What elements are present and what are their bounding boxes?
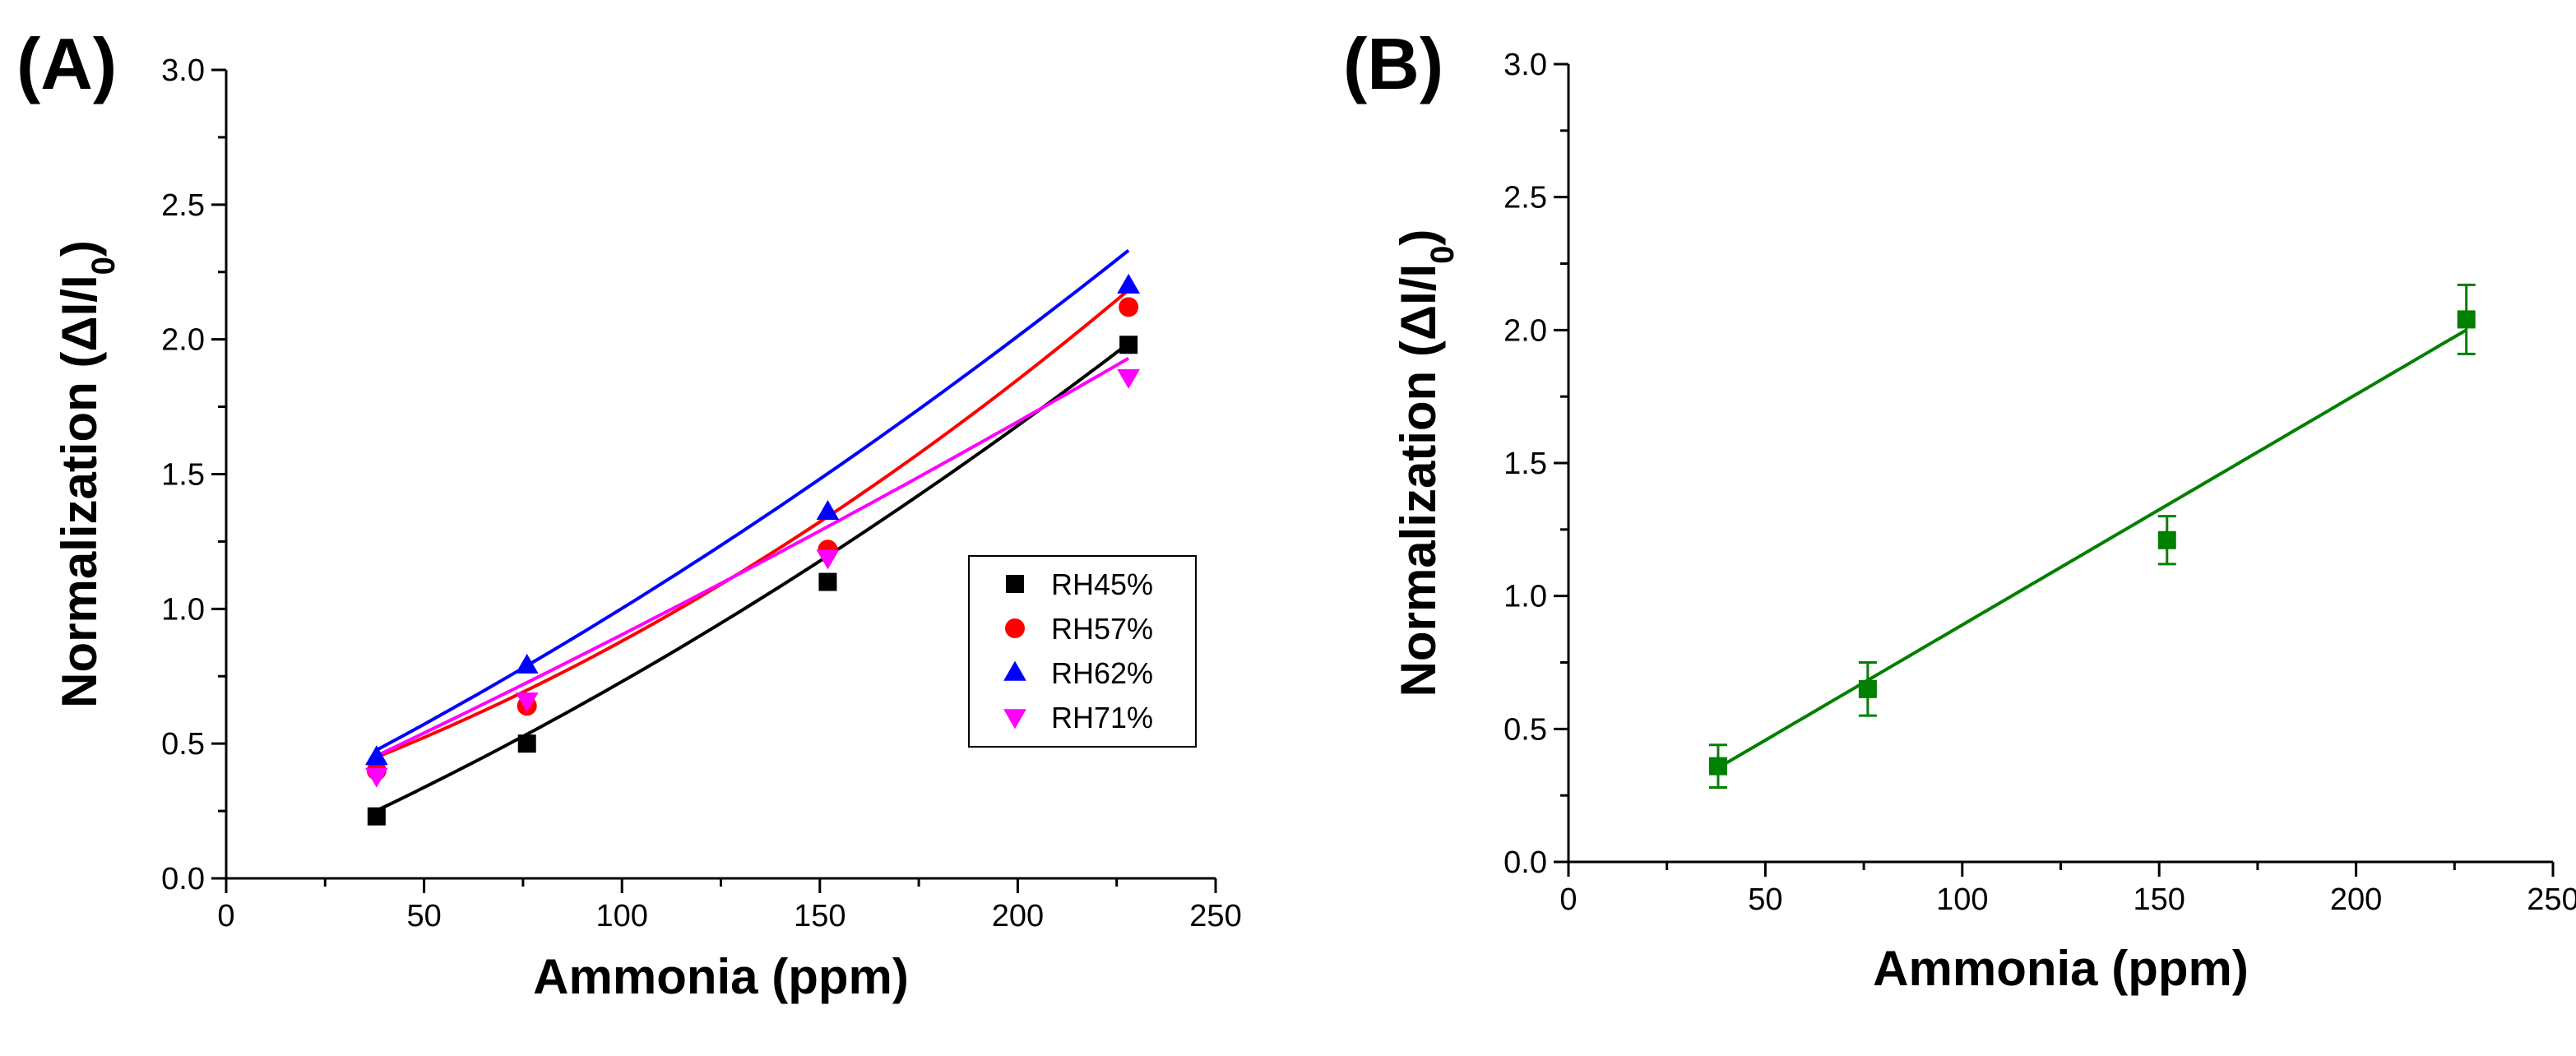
y-axis-title-sym: ΔI/I bbox=[52, 275, 107, 351]
legend: RH45% RH57% RH62% RH71% bbox=[968, 555, 1197, 748]
data-point-mean bbox=[1858, 679, 1877, 698]
legend-label: RH57% bbox=[1051, 612, 1153, 646]
fit-line-rh62 bbox=[375, 248, 1130, 752]
x-tick-label: 0 bbox=[217, 899, 234, 933]
x-tick-label: 250 bbox=[1189, 899, 1241, 933]
x-axis-title: Ammonia (ppm) bbox=[533, 949, 909, 1004]
y-axis-title-sub: 0 bbox=[86, 257, 122, 275]
data-point-rh45 bbox=[367, 807, 386, 826]
data-point-rh45 bbox=[1119, 336, 1138, 354]
y-axis-title-main: Normalization ( bbox=[52, 351, 107, 707]
y-axis-title-end: ) bbox=[52, 240, 107, 257]
y-tick-label: 0.5 bbox=[1503, 712, 1547, 747]
data-point-rh71 bbox=[1117, 368, 1140, 389]
x-tick-label: 200 bbox=[992, 899, 1044, 933]
data-point-rh57 bbox=[1119, 297, 1139, 317]
data-point-mean bbox=[2457, 310, 2476, 329]
y-axis-title: Normalization (ΔI/I0) bbox=[52, 240, 122, 708]
x-tick-label: 50 bbox=[1748, 882, 1782, 917]
y-tick-label: 1.5 bbox=[161, 458, 205, 493]
y-tick-label: 2.5 bbox=[161, 188, 205, 223]
data-point-rh62 bbox=[515, 653, 539, 674]
y-axis-title: Normalization (ΔI/I0) bbox=[1391, 229, 1461, 697]
y-tick-label: 2.0 bbox=[1503, 313, 1547, 348]
y-axis-title-end: ) bbox=[1391, 229, 1446, 246]
fit-line-mean bbox=[1717, 328, 2467, 770]
y-tick-label: 1.5 bbox=[1503, 447, 1547, 481]
x-axis-title: Ammonia (ppm) bbox=[1873, 941, 2249, 996]
legend-label: RH62% bbox=[1051, 656, 1153, 690]
panel-label: (B) bbox=[1343, 23, 1443, 104]
legend-marker-rh45 bbox=[1006, 575, 1024, 593]
y-tick-label: 1.0 bbox=[1503, 580, 1547, 614]
legend-marker-rh62 bbox=[1003, 660, 1026, 681]
y-axis-title-sub: 0 bbox=[1425, 246, 1461, 264]
legend-marker-rh71 bbox=[1003, 709, 1026, 729]
data-point-mean bbox=[1708, 757, 1727, 776]
y-tick-label: 0.0 bbox=[1503, 845, 1547, 880]
data-point-mean bbox=[2157, 530, 2176, 549]
data-point-rh62 bbox=[364, 745, 388, 766]
y-tick-label: 0.5 bbox=[161, 727, 205, 762]
data-point-rh45 bbox=[818, 572, 837, 591]
y-tick-label: 3.0 bbox=[161, 53, 205, 88]
x-tick-label: 150 bbox=[794, 899, 846, 933]
x-tick-label: 50 bbox=[406, 899, 441, 933]
panel-b: (B) 0 50 100 150 200 250 0.0 0.5 1.0 1.5 2.0 2.5 3.0 A… bbox=[1343, 23, 2576, 996]
y-axis-title-main: Normalization ( bbox=[1391, 340, 1446, 697]
x-tick-label: 150 bbox=[2133, 882, 2185, 917]
data-point-rh71 bbox=[364, 767, 388, 788]
x-tick-label: 200 bbox=[2330, 882, 2382, 917]
legend-label: RH71% bbox=[1051, 701, 1153, 734]
data-point-rh71 bbox=[515, 692, 539, 713]
legend-label: RH45% bbox=[1051, 567, 1153, 601]
legend-marker-rh57 bbox=[1005, 618, 1025, 638]
y-tick-label: 2.5 bbox=[1503, 181, 1547, 215]
y-tick-label: 1.0 bbox=[161, 592, 205, 627]
y-tick-label: 3.0 bbox=[1503, 48, 1547, 82]
data-point-rh71 bbox=[816, 549, 840, 570]
x-tick-label: 100 bbox=[1936, 882, 1988, 917]
data-point-rh62 bbox=[816, 500, 840, 521]
y-tick-label: 2.0 bbox=[161, 323, 205, 358]
panel-label: (A) bbox=[16, 23, 117, 104]
x-tick-label: 0 bbox=[1559, 882, 1577, 917]
y-axis-title-sym: ΔI/I bbox=[1391, 264, 1446, 340]
panel-a: (A) 0 50 100 150 200 250 0.0 0.5 1.0 1.5 2.0 2.5 3.0 A… bbox=[16, 23, 1242, 1004]
x-tick-label: 250 bbox=[2527, 882, 2576, 917]
fit-line-rh45 bbox=[376, 341, 1130, 813]
y-tick-label: 0.0 bbox=[161, 862, 205, 896]
fit-line-rh71 bbox=[376, 356, 1130, 757]
data-point-rh62 bbox=[1117, 273, 1140, 294]
x-tick-label: 100 bbox=[595, 899, 647, 933]
data-point-rh45 bbox=[517, 734, 536, 753]
